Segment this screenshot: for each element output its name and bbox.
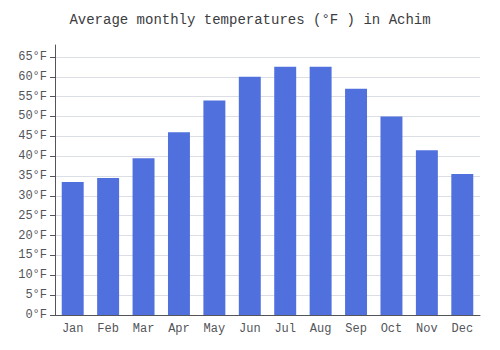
svg-text:45°F: 45°F xyxy=(18,129,47,143)
svg-text:Jul: Jul xyxy=(274,322,296,336)
svg-text:20°F: 20°F xyxy=(18,229,47,243)
svg-text:30°F: 30°F xyxy=(18,189,47,203)
svg-text:Feb: Feb xyxy=(97,322,119,336)
svg-text:Aug: Aug xyxy=(310,322,332,336)
svg-text:Oct: Oct xyxy=(381,322,403,336)
svg-text:50°F: 50°F xyxy=(18,109,47,123)
svg-text:5°F: 5°F xyxy=(25,288,47,302)
svg-text:Apr: Apr xyxy=(168,322,190,336)
svg-text:65°F: 65°F xyxy=(18,50,47,64)
svg-text:40°F: 40°F xyxy=(18,149,47,163)
svg-text:55°F: 55°F xyxy=(18,90,47,104)
svg-text:15°F: 15°F xyxy=(18,248,47,262)
svg-text:Nov: Nov xyxy=(416,322,438,336)
svg-text:25°F: 25°F xyxy=(18,209,47,223)
svg-text:35°F: 35°F xyxy=(18,169,47,183)
svg-text:Average monthly temperatures (: Average monthly temperatures (°F ) in Ac… xyxy=(69,12,430,28)
svg-text:Mar: Mar xyxy=(133,322,155,336)
svg-text:60°F: 60°F xyxy=(18,70,47,84)
svg-text:Jan: Jan xyxy=(62,322,84,336)
svg-text:10°F: 10°F xyxy=(18,268,47,282)
svg-text:Dec: Dec xyxy=(451,322,473,336)
svg-text:0°F: 0°F xyxy=(25,308,47,322)
svg-text:May: May xyxy=(204,322,226,336)
svg-text:Sep: Sep xyxy=(345,322,367,336)
svg-text:Jun: Jun xyxy=(239,322,261,336)
